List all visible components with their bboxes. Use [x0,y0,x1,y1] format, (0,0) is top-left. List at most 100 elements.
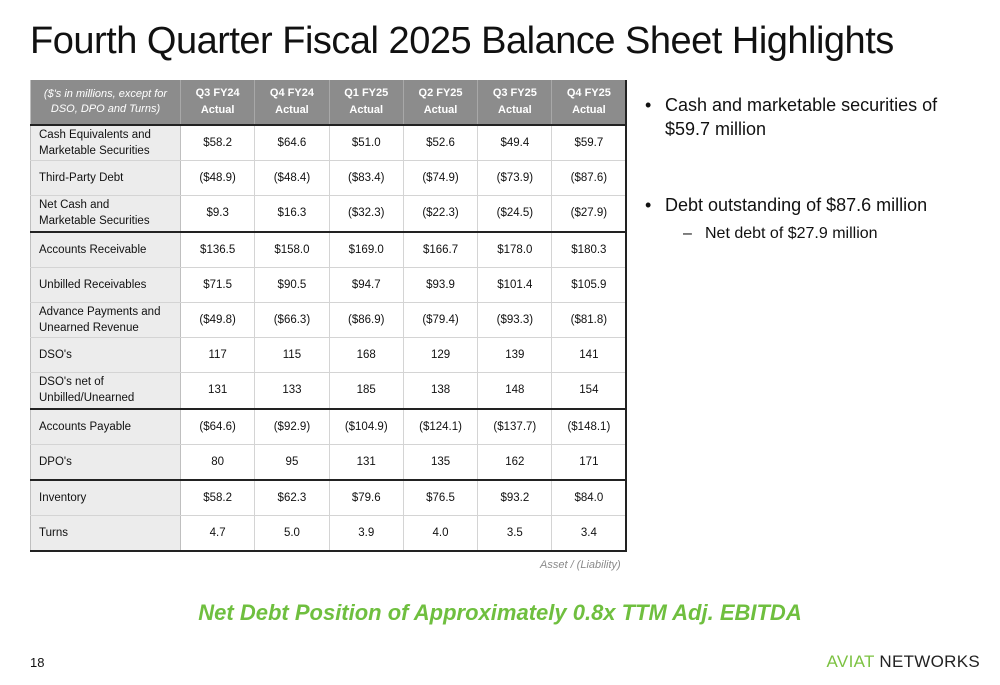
table-cell: 148 [477,372,553,410]
bullet-icon: • [645,95,652,115]
table-cell: $90.5 [254,267,330,303]
table-row: Cash Equivalents and Marketable Securitie… [30,125,627,162]
table-cell: $79.6 [329,479,404,517]
table-cell: ($48.9) [180,160,256,197]
table-cell: $136.5 [180,231,256,268]
balance-sheet-table-wrap: ($'s in millions, except for DSO, DPO an… [30,80,628,553]
bullet-item: • Debt outstanding of $87.6 million [645,193,975,217]
table-cell: 129 [403,337,479,374]
table-cell: $52.6 [403,125,479,162]
column-header: Q2 FY25 Actual [403,80,479,125]
table-cell: ($81.8) [551,302,627,339]
table-header-row: ($'s in millions, except for DSO, DPO an… [30,80,627,125]
table-cell: 139 [477,337,553,374]
row-label: Accounts Receivable [30,231,181,268]
row-label: Net Cash and Marketable Securities [30,195,181,233]
table-row: Net Cash and Marketable Securities $9.3 $… [30,195,627,233]
column-header: Q4 FY25 Actual [551,80,627,125]
table-cell: ($49.8) [180,302,256,339]
table-cell: ($92.9) [254,408,330,445]
column-header: Q3 FY25 Actual [477,80,553,125]
table-cell: 171 [551,444,627,481]
table-cell: $62.3 [254,479,330,517]
column-header: Q1 FY25 Actual [329,80,404,125]
table-cell: 95 [254,444,330,481]
table-cell: ($148.1) [551,408,627,445]
table-cell: 154 [551,372,627,410]
table-cell: 3.9 [329,515,404,553]
bullet-item: • Cash and marketable securities of $59.… [645,93,975,141]
table-cell: $101.4 [477,267,553,303]
table-cell: $76.5 [403,479,479,517]
table-cell: 168 [329,337,404,374]
column-type: Actual [200,104,235,116]
sub-bullet-item: – Net debt of $27.9 million [645,223,975,245]
bullet-text: Debt outstanding of $87.6 million [665,195,928,215]
table-row: Accounts Payable ($64.6) ($92.9) ($104.9… [30,408,627,445]
column-type: Actual [572,104,606,116]
table-cell: ($48.4) [254,160,330,197]
table-cell: ($74.9) [403,160,479,197]
table-row: Advance Payments and Unearned Revenue ($4… [30,302,627,339]
table-cell: ($86.9) [329,302,404,339]
bullet-icon: • [645,195,652,215]
dash-icon: – [683,225,692,242]
table-cell: $169.0 [329,231,404,268]
table-cell: 162 [477,444,553,481]
table-cell: $105.9 [551,267,627,303]
row-label: DSO's net of Unbilled/Unearned [30,372,181,410]
column-type: Actual [349,104,384,116]
table-cell: 115 [254,337,330,374]
table-cell: $64.6 [254,125,330,162]
table-cell: 3.5 [477,515,553,553]
table-cell: $180.3 [551,231,627,268]
table-cell: $158.0 [254,231,330,268]
column-period: Q2 FY25 [418,87,463,99]
balance-sheet-table: ($'s in millions, except for DSO, DPO an… [30,80,628,553]
table-cell: $93.2 [477,479,553,517]
table-cell: 133 [254,372,330,410]
table-cell: ($27.9) [551,195,627,233]
table-cell: $93.9 [403,267,479,303]
highlights-list: • Cash and marketable securities of $59.… [645,93,975,245]
table-row: Inventory $58.2 $62.3 $79.6 $76.5 $93.2 … [30,479,627,517]
table-cell: ($73.9) [477,160,553,197]
table-cell: $58.2 [180,125,256,162]
column-type: Actual [423,104,458,116]
table-cell: $178.0 [477,231,553,268]
table-cell: 135 [403,444,479,481]
table-cell: $51.0 [329,125,404,162]
table-cell: $166.7 [403,231,479,268]
table-cell: ($124.1) [403,408,479,445]
table-row: Unbilled Receivables $71.5 $90.5 $94.7 $… [30,267,627,303]
table-cell: 4.7 [180,515,256,553]
row-label: Turns [30,515,181,553]
row-label: Accounts Payable [30,408,181,445]
table-cell: $9.3 [180,195,256,233]
table-cell: ($93.3) [477,302,553,339]
table-cell: $58.2 [180,479,256,517]
table-cell: ($66.3) [254,302,330,339]
table-cell: 131 [180,372,256,410]
row-label: DSO's [30,337,181,374]
column-type: Actual [275,104,309,116]
table-cell: $94.7 [329,267,404,303]
column-period: Q3 FY24 [195,87,240,99]
column-type: Actual [498,104,532,116]
row-label: Advance Payments and Unearned Revenue [30,302,181,339]
table-cell: ($64.6) [180,408,256,445]
table-cell: ($22.3) [403,195,479,233]
logo-text-secondary: NETWORKS [879,652,980,671]
column-period: Q1 FY25 [344,87,389,99]
table-cell: 117 [180,337,256,374]
table-cell: 3.4 [551,515,627,553]
row-label: Inventory [30,479,181,517]
row-label: DPO's [30,444,181,481]
column-period: Q3 FY25 [492,87,537,99]
slide-title: Fourth Quarter Fiscal 2025 Balance Sheet… [30,20,894,62]
table-cell: ($87.6) [551,160,627,197]
logo-text-primary: AVIAT [826,652,875,671]
table-cell: $49.4 [477,125,553,162]
table-cell: 80 [180,444,256,481]
page-number: 18 [30,655,45,670]
